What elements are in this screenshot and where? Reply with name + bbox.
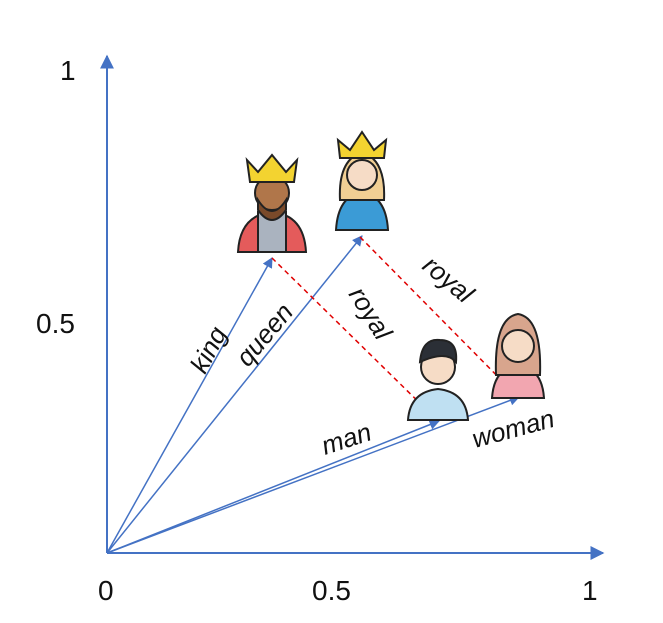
royal-offset — [271, 257, 438, 421]
woman-vector — [106, 395, 520, 554]
queen-icon — [334, 130, 390, 231]
vector-label: queen — [230, 297, 299, 372]
queen-vector — [106, 235, 363, 554]
man-icon — [406, 338, 470, 421]
y-tick-label: 0.5 — [36, 308, 75, 339]
royal-offset — [359, 236, 518, 397]
woman-icon — [490, 312, 546, 399]
vector-label: king — [184, 321, 233, 378]
king-icon — [236, 153, 308, 253]
x-tick-label: 0.5 — [312, 575, 351, 606]
x-tick-label: 1 — [582, 575, 598, 606]
y-tick-label: 1 — [60, 55, 76, 86]
offset-label: royal — [417, 250, 480, 310]
origin-label: 0 — [98, 575, 114, 606]
man-vector — [106, 419, 440, 554]
king-vector — [106, 257, 273, 554]
